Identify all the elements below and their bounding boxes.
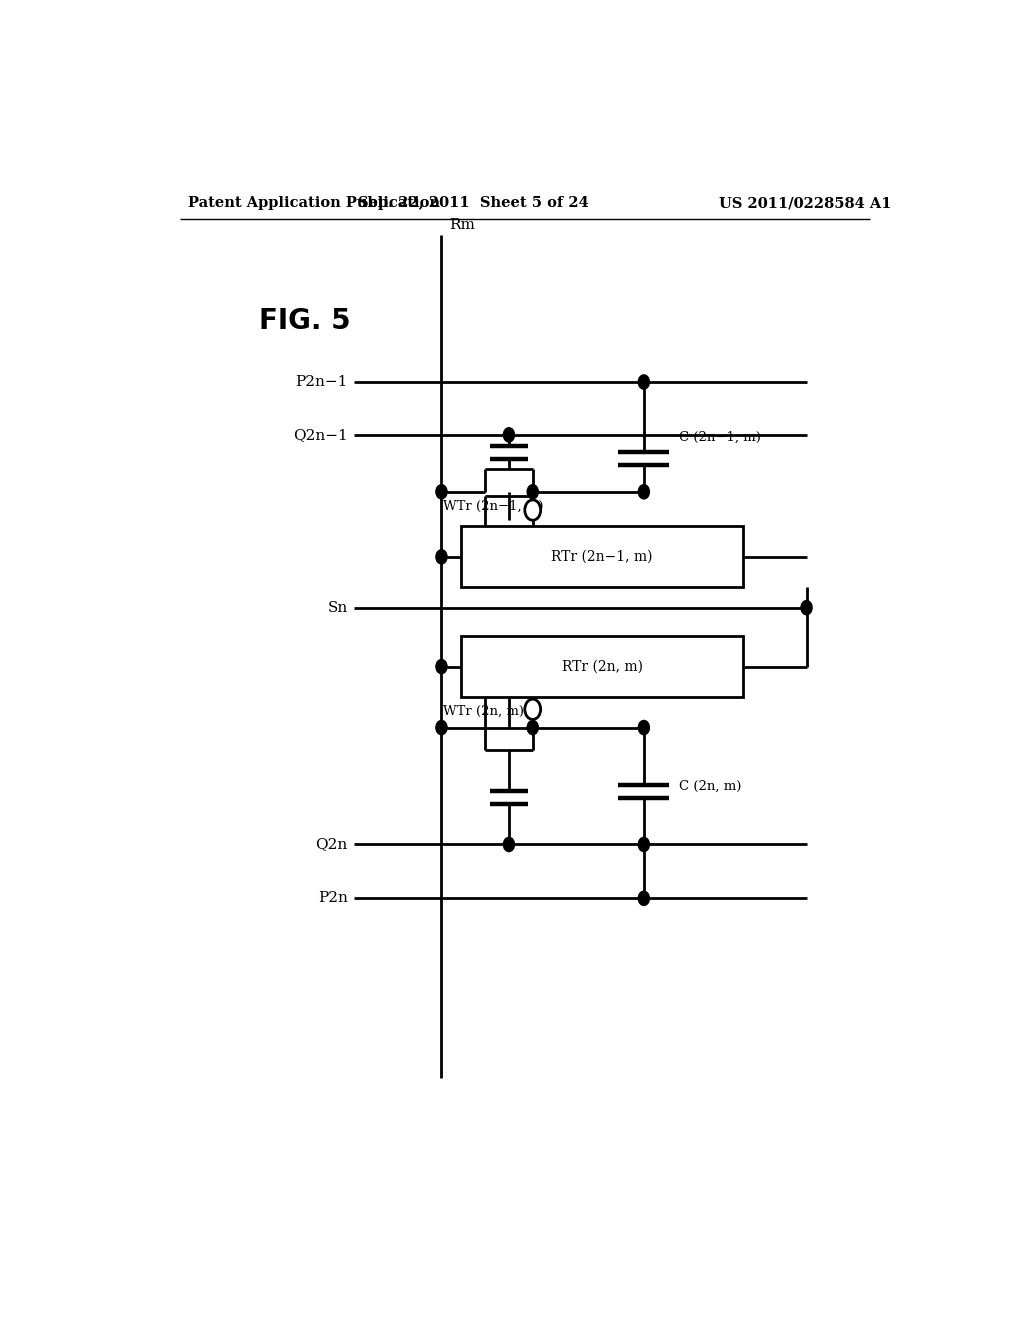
Text: Q2n: Q2n: [315, 837, 348, 851]
Circle shape: [436, 549, 447, 564]
Circle shape: [801, 601, 812, 615]
Text: P2n−1: P2n−1: [296, 375, 348, 389]
Text: P2n: P2n: [318, 891, 348, 906]
Text: Q2n−1: Q2n−1: [293, 428, 348, 442]
Circle shape: [525, 700, 541, 719]
Circle shape: [527, 721, 539, 735]
Text: WTr (2n−1, m): WTr (2n−1, m): [443, 500, 544, 513]
Bar: [461, 636, 743, 697]
Circle shape: [436, 721, 447, 735]
Text: RTr (2n, m): RTr (2n, m): [562, 660, 643, 673]
Circle shape: [436, 484, 447, 499]
Text: Sep. 22, 2011  Sheet 5 of 24: Sep. 22, 2011 Sheet 5 of 24: [357, 197, 589, 210]
Circle shape: [638, 484, 649, 499]
Text: FIG. 5: FIG. 5: [259, 308, 350, 335]
Circle shape: [504, 428, 514, 442]
Text: Patent Application Publication: Patent Application Publication: [187, 197, 439, 210]
Circle shape: [504, 837, 514, 851]
Circle shape: [525, 500, 541, 520]
Circle shape: [638, 837, 649, 851]
Circle shape: [638, 375, 649, 389]
Text: RTr (2n−1, m): RTr (2n−1, m): [552, 550, 653, 564]
Text: C (2n−1, m): C (2n−1, m): [679, 430, 761, 444]
Circle shape: [436, 660, 447, 673]
Text: C (2n, m): C (2n, m): [679, 780, 741, 792]
Circle shape: [638, 721, 649, 735]
Text: WTr (2n, m): WTr (2n, m): [443, 705, 524, 718]
Text: Rm: Rm: [450, 218, 475, 231]
Circle shape: [527, 484, 539, 499]
Bar: [461, 527, 743, 587]
Text: US 2011/0228584 A1: US 2011/0228584 A1: [719, 197, 892, 210]
Circle shape: [638, 891, 649, 906]
Text: Sn: Sn: [328, 601, 348, 615]
